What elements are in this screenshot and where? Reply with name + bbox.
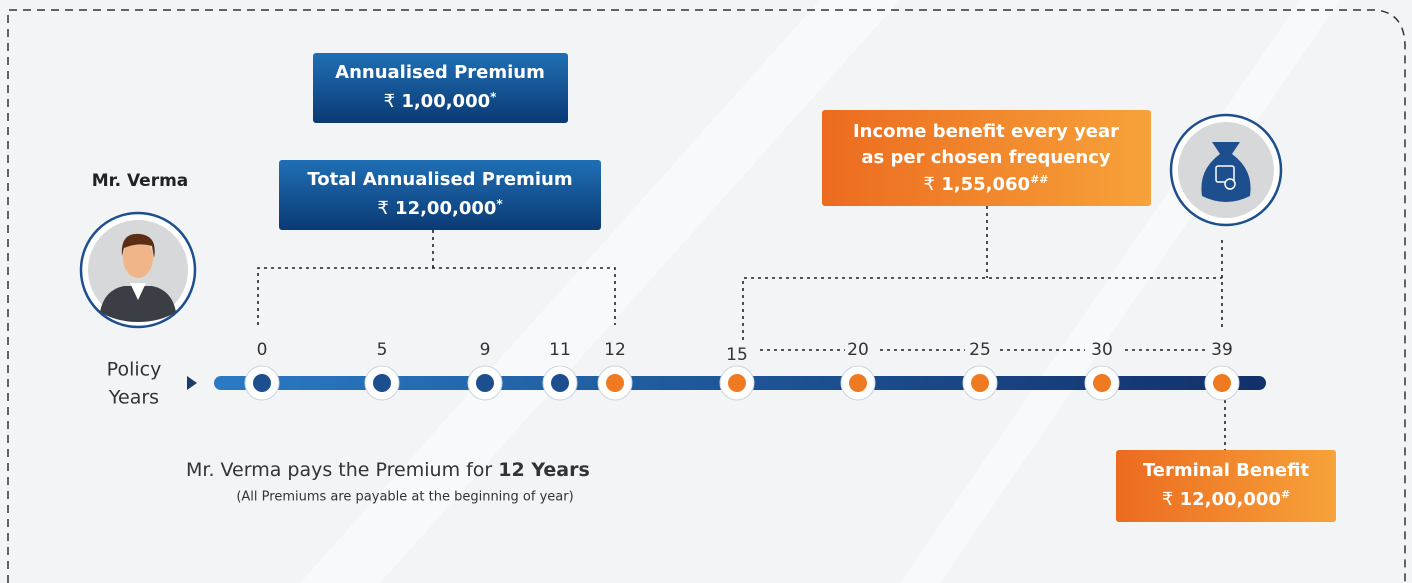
footer-note: (All Premiums are payable at the beginni…: [236, 490, 573, 505]
box-amount: ₹ 12,00,000*: [377, 197, 503, 220]
footer-text: Mr. Verma pays the Premium for 12 Years: [186, 459, 590, 481]
year-label: 15: [726, 345, 748, 365]
year-dot: [849, 374, 867, 392]
axis-label: Years: [108, 387, 159, 409]
year-label: 30: [1091, 340, 1113, 360]
year-dot: [971, 374, 989, 392]
year-label: 12: [604, 340, 626, 360]
year-dot: [551, 374, 569, 392]
year-dot: [606, 374, 624, 392]
year-dot: [728, 374, 746, 392]
year-dot: [476, 374, 494, 392]
money-bag-icon: [1171, 115, 1281, 225]
year-label: 5: [377, 340, 388, 360]
box-amount: ₹ 1,00,000*: [384, 90, 498, 113]
box-amount: ₹ 1,55,060##: [924, 173, 1049, 195]
person-name: Mr. Verma: [92, 171, 189, 191]
axis-label: Policy: [107, 359, 162, 381]
year-label: 0: [257, 340, 268, 360]
box-title: Annualised Premium: [335, 62, 545, 83]
box-title: Terminal Benefit: [1143, 460, 1310, 481]
box-title: Total Annualised Premium: [307, 169, 572, 190]
year-dot: [1093, 374, 1111, 392]
year-label: 25: [969, 340, 991, 360]
year-label: 11: [549, 340, 571, 360]
year-dot: [1213, 374, 1231, 392]
box-title: as per chosen frequency: [861, 147, 1111, 168]
year-label: 39: [1211, 340, 1233, 360]
diagram: Mr. Verma Policy Years Annualised Premiu…: [0, 0, 1412, 583]
box-amount: ₹ 12,00,000#: [1162, 488, 1290, 510]
year-label: 9: [480, 340, 491, 360]
year-label: 20: [847, 340, 869, 360]
year-dot: [253, 374, 271, 392]
person-icon: [81, 213, 195, 327]
page: Mr. Verma Policy Years Annualised Premiu…: [0, 0, 1412, 583]
box-title: Income benefit every year: [853, 121, 1119, 142]
year-dot: [373, 374, 391, 392]
